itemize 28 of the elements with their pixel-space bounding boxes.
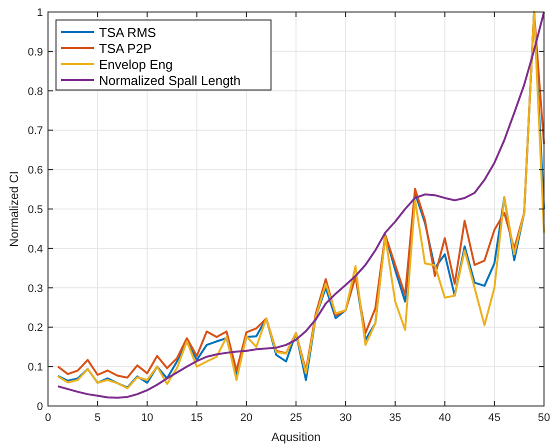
y-tick-label: 0.2 xyxy=(28,322,43,334)
x-tick-label: 0 xyxy=(44,412,52,424)
y-tick-label: 0.9 xyxy=(28,46,43,58)
y-tick-label: 0.6 xyxy=(28,164,43,177)
x-axis-title: Aqusition xyxy=(271,430,321,444)
x-tick-label: 30 xyxy=(339,412,352,424)
y-tick-label: 0 xyxy=(36,401,43,413)
y-tick-label: 0.4 xyxy=(28,243,43,256)
x-tick-label: 5 xyxy=(94,412,101,424)
x-tick-label: 40 xyxy=(438,412,451,424)
legend-label: Normalized Spall Length xyxy=(99,73,241,88)
x-tick-label: 15 xyxy=(190,412,203,424)
y-tick-label: 0.8 xyxy=(28,86,43,98)
legend-label: TSA P2P xyxy=(99,41,152,56)
y-tick-label: 1 xyxy=(36,7,43,19)
x-tick-label: 45 xyxy=(488,412,501,424)
x-tick-label: 25 xyxy=(290,412,302,424)
y-tick-label: 0.5 xyxy=(28,204,43,216)
x-tick-label: 10 xyxy=(141,412,154,424)
legend-label: TSA RMS xyxy=(99,25,156,40)
y-tick-label: 0.7 xyxy=(28,125,43,138)
y-tick-label: 0.3 xyxy=(28,282,43,295)
y-tick-label: 0.1 xyxy=(28,362,43,374)
x-tick-label: 35 xyxy=(389,412,402,424)
y-axis-title: Normalized CI xyxy=(7,170,21,248)
x-tick-label: 50 xyxy=(538,412,550,424)
x-tick-label: 20 xyxy=(240,412,253,424)
legend-label: Envelop Eng xyxy=(99,57,173,72)
